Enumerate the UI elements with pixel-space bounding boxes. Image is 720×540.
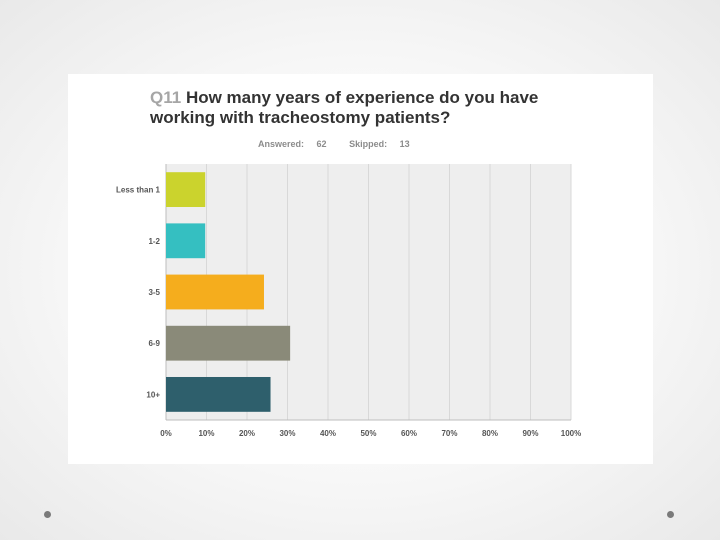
question-number: Q11 xyxy=(150,88,182,107)
chart-panel: Q11 How many years of experience do you … xyxy=(68,74,653,464)
chart-title: Q11 How many years of experience do you … xyxy=(150,88,570,128)
x-tick-label: 100% xyxy=(561,429,581,438)
x-tick-label: 60% xyxy=(401,429,417,438)
slide-bullet-left xyxy=(44,511,51,518)
answered-label: Answered: xyxy=(258,139,305,149)
x-tick-label: 40% xyxy=(320,429,336,438)
answered-stat: Answered: 62 xyxy=(258,139,337,149)
bar-2 xyxy=(166,223,206,259)
x-tick-label: 20% xyxy=(239,429,255,438)
skipped-count: 13 xyxy=(399,139,410,149)
response-stats: Answered: 62 Skipped: 13 xyxy=(258,139,430,149)
bar-3 xyxy=(166,274,264,310)
slide-bullet-right xyxy=(667,511,674,518)
x-tick-label: 10% xyxy=(198,429,214,438)
answered-count: 62 xyxy=(316,139,327,149)
x-tick-label: 80% xyxy=(482,429,498,438)
y-category-label: 3-5 xyxy=(148,288,160,297)
y-category-label: 1-2 xyxy=(148,237,160,246)
x-tick-label: 50% xyxy=(360,429,376,438)
x-tick-label: 30% xyxy=(279,429,295,438)
skipped-stat: Skipped: 13 xyxy=(349,139,420,149)
bar-4 xyxy=(166,325,291,361)
bar-chart: 0% 10% 20% 30% 40% 50% 60% 70% 80% 90% 100% Less th… xyxy=(116,164,581,438)
y-category-label: Less than 1 xyxy=(116,186,161,195)
x-tick-label: 90% xyxy=(522,429,538,438)
bar-5 xyxy=(166,376,271,412)
bar-1 xyxy=(166,172,206,208)
y-category-label: 6-9 xyxy=(148,339,160,348)
x-tick-label: 70% xyxy=(441,429,457,438)
y-category-label: 10+ xyxy=(146,390,160,399)
question-text: How many years of experience do you have… xyxy=(150,88,539,127)
x-tick-label: 0% xyxy=(160,429,172,438)
skipped-label: Skipped: xyxy=(349,139,388,149)
